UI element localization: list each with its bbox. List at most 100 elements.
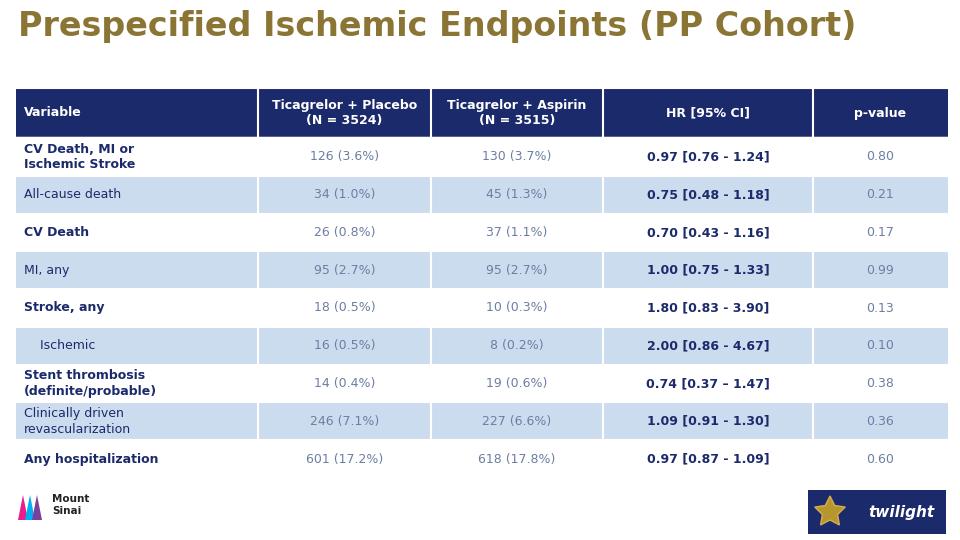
Text: 0.13: 0.13 [867, 301, 895, 314]
Bar [16, 327, 258, 364]
Bar [813, 327, 948, 364]
Text: Prespecified Ischemic Endpoints (PP Cohort): Prespecified Ischemic Endpoints (PP Coho… [18, 10, 856, 43]
Text: 0.99: 0.99 [867, 264, 895, 276]
Text: 601 (17.2%): 601 (17.2%) [306, 453, 383, 465]
Text: CV Death, MI or
Ischemic Stroke: CV Death, MI or Ischemic Stroke [24, 143, 135, 171]
Text: Variable: Variable [24, 106, 82, 119]
Bar [16, 402, 258, 440]
Text: 95 (2.7%): 95 (2.7%) [314, 264, 375, 276]
Text: Ticagrelor + Placebo
(N = 3524): Ticagrelor + Placebo (N = 3524) [272, 99, 418, 127]
Bar [813, 402, 948, 440]
Bar [16, 289, 258, 327]
Text: 8 (0.2%): 8 (0.2%) [491, 339, 543, 352]
Text: 130 (3.7%): 130 (3.7%) [482, 150, 552, 164]
Text: Ticagrelor + Aspirin
(N = 3515): Ticagrelor + Aspirin (N = 3515) [447, 99, 587, 127]
Text: 10 (0.3%): 10 (0.3%) [486, 301, 548, 314]
Polygon shape [25, 495, 35, 520]
Bar [603, 402, 813, 440]
Bar [813, 213, 948, 251]
Bar [808, 490, 946, 534]
Text: twilight: twilight [868, 504, 934, 519]
Bar [16, 176, 258, 213]
Text: 18 (0.5%): 18 (0.5%) [314, 301, 375, 314]
Text: 34 (1.0%): 34 (1.0%) [314, 188, 375, 201]
Bar [431, 440, 603, 478]
Bar [16, 213, 258, 251]
Bar [603, 289, 813, 327]
Text: 227 (6.6%): 227 (6.6%) [482, 415, 552, 428]
Bar [813, 138, 948, 176]
Text: MI, any: MI, any [24, 264, 69, 276]
Text: p-value: p-value [854, 106, 906, 119]
Text: 618 (17.8%): 618 (17.8%) [478, 453, 556, 465]
Bar [603, 251, 813, 289]
Text: Any hospitalization: Any hospitalization [24, 453, 158, 465]
Text: HR [95% CI]: HR [95% CI] [666, 106, 750, 119]
Bar [16, 364, 258, 402]
Bar [16, 138, 258, 176]
Bar [603, 213, 813, 251]
Bar [813, 176, 948, 213]
Bar [258, 440, 431, 478]
Text: Ischemic: Ischemic [24, 339, 95, 352]
Text: 0.97 [0.76 - 1.24]: 0.97 [0.76 - 1.24] [647, 150, 769, 164]
Bar [258, 251, 431, 289]
Bar [603, 138, 813, 176]
Text: 0.75 [0.48 - 1.18]: 0.75 [0.48 - 1.18] [647, 188, 769, 201]
Text: 16 (0.5%): 16 (0.5%) [314, 339, 375, 352]
Bar [431, 88, 603, 138]
Text: 0.60: 0.60 [867, 453, 895, 465]
Text: 0.74 [0.37 – 1.47]: 0.74 [0.37 – 1.47] [646, 377, 770, 390]
Text: 126 (3.6%): 126 (3.6%) [310, 150, 379, 164]
Text: 0.80: 0.80 [867, 150, 895, 164]
Text: 0.38: 0.38 [867, 377, 895, 390]
Text: 0.97 [0.87 - 1.09]: 0.97 [0.87 - 1.09] [647, 453, 769, 465]
Bar [813, 440, 948, 478]
Text: 0.70 [0.43 - 1.16]: 0.70 [0.43 - 1.16] [647, 226, 769, 239]
Text: 0.10: 0.10 [867, 339, 895, 352]
Bar [258, 138, 431, 176]
Text: 26 (0.8%): 26 (0.8%) [314, 226, 375, 239]
Bar [813, 251, 948, 289]
Text: Stroke, any: Stroke, any [24, 301, 105, 314]
Text: 95 (2.7%): 95 (2.7%) [486, 264, 548, 276]
Text: All-cause death: All-cause death [24, 188, 121, 201]
Bar [603, 364, 813, 402]
Bar [258, 402, 431, 440]
Text: 246 (7.1%): 246 (7.1%) [310, 415, 379, 428]
Text: 37 (1.1%): 37 (1.1%) [487, 226, 547, 239]
Text: 0.21: 0.21 [867, 188, 895, 201]
Bar [813, 289, 948, 327]
Bar [603, 327, 813, 364]
Text: 45 (1.3%): 45 (1.3%) [487, 188, 547, 201]
Bar [813, 88, 948, 138]
Polygon shape [815, 496, 845, 525]
Bar [16, 88, 258, 138]
Polygon shape [18, 495, 28, 520]
Bar [431, 402, 603, 440]
Bar [258, 213, 431, 251]
Text: 0.17: 0.17 [867, 226, 895, 239]
Bar [16, 440, 258, 478]
Text: 0.36: 0.36 [867, 415, 895, 428]
Bar [431, 251, 603, 289]
Text: Mount
Sinai: Mount Sinai [52, 494, 89, 516]
Bar [431, 138, 603, 176]
Text: 2.00 [0.86 - 4.67]: 2.00 [0.86 - 4.67] [647, 339, 769, 352]
Bar [258, 364, 431, 402]
Polygon shape [32, 495, 42, 520]
Bar [431, 289, 603, 327]
Bar [16, 251, 258, 289]
Text: 19 (0.6%): 19 (0.6%) [487, 377, 547, 390]
Bar [603, 176, 813, 213]
Bar [431, 176, 603, 213]
Bar [603, 440, 813, 478]
Bar [258, 289, 431, 327]
Bar [431, 327, 603, 364]
Bar [258, 327, 431, 364]
Bar [813, 364, 948, 402]
Text: 1.80 [0.83 - 3.90]: 1.80 [0.83 - 3.90] [647, 301, 769, 314]
Bar [431, 364, 603, 402]
Bar [603, 88, 813, 138]
Text: 1.09 [0.91 - 1.30]: 1.09 [0.91 - 1.30] [647, 415, 769, 428]
